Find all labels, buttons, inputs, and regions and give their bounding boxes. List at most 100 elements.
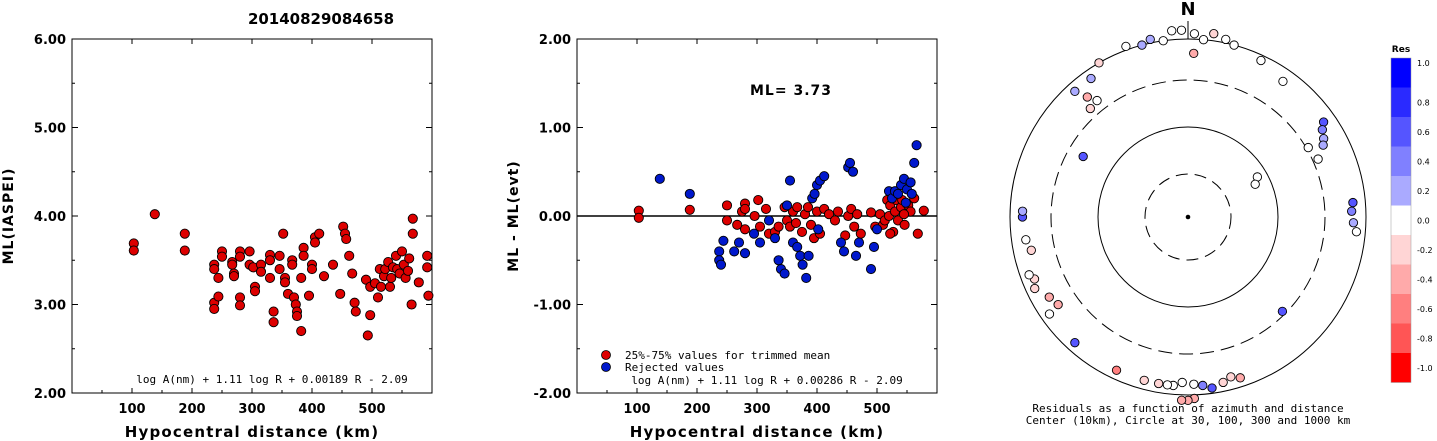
data-point-trimmed — [855, 228, 866, 239]
plot1-x-axis-label: Hypocentral distance (km) — [125, 423, 380, 441]
station-point — [1137, 40, 1147, 50]
station-point — [1250, 179, 1260, 189]
data-point-trimmed — [899, 219, 910, 230]
data-point — [249, 286, 261, 297]
station-point — [1021, 235, 1031, 245]
station-point — [1044, 292, 1054, 302]
data-point-rejected — [748, 228, 760, 239]
station-point — [1030, 283, 1040, 294]
colorbar-frame — [1390, 57, 1412, 383]
station-point — [1278, 76, 1288, 87]
data-point — [350, 306, 361, 317]
station-point — [1070, 338, 1080, 348]
station-point — [1198, 35, 1209, 45]
colorbar-tick-label: -1.0 — [1417, 364, 1433, 373]
station-point — [1085, 103, 1095, 114]
data-point — [386, 272, 397, 284]
data-point-trimmed — [802, 202, 814, 213]
station-point — [1176, 25, 1187, 35]
plot1-y-axis-label: ML(IASPEI) — [1, 168, 17, 265]
ml-annotation: ML= 3.73 — [750, 83, 832, 99]
data-point-trimmed — [721, 215, 733, 226]
station-point — [1092, 95, 1102, 106]
data-point — [365, 310, 376, 321]
station-residual-points — [1017, 25, 1362, 405]
colorbar-tick-label: 0.8 — [1417, 98, 1430, 107]
station-point — [1347, 206, 1357, 216]
panel-azimuth-map: N Residuals as a function of azimuth and… — [1009, 0, 1367, 427]
colorbar-tick-label: 0.2 — [1417, 187, 1430, 196]
station-point — [1086, 73, 1096, 84]
data-point — [264, 272, 276, 284]
colorbar-tick-label: -0.4 — [1417, 275, 1433, 284]
data-point-rejected — [853, 237, 865, 248]
colorbar-swatch — [1391, 58, 1411, 88]
legend-marker-trimmed — [601, 350, 611, 360]
ring-100km — [1097, 126, 1279, 308]
data-point — [423, 290, 434, 301]
data-point-rejected — [871, 224, 883, 235]
plot2-ticks: 100 200 300 400 500 -2.00 -1.00 0.00 1.00 2.00 — [534, 33, 937, 417]
data-point-trimmed — [633, 212, 644, 223]
data-point-rejected — [801, 272, 812, 284]
y-tick-label: -2.00 — [534, 387, 571, 402]
data-point — [314, 228, 325, 239]
data-point-trimmed — [749, 210, 760, 222]
residual-colorbar: Res 1.0 0.8 0.6 0.4 0.2 0.0 -0.2 -0.4 -0.6 -0.8 -1… — [1390, 45, 1433, 383]
data-point-trimmed — [760, 203, 772, 214]
data-point — [209, 303, 220, 314]
data-point-trimmed — [792, 202, 803, 213]
station-point — [1044, 309, 1055, 319]
data-point — [278, 228, 289, 239]
data-point-rejected — [754, 237, 766, 248]
data-point — [344, 250, 355, 261]
data-point-rejected — [792, 241, 803, 253]
station-point — [1189, 379, 1199, 389]
data-point-rejected — [844, 157, 856, 168]
data-point-trimmed — [721, 200, 733, 211]
data-point-rejected — [809, 188, 820, 199]
y-tick-label: 1.00 — [539, 122, 571, 137]
x-tick-label: 200 — [683, 402, 710, 417]
data-point-trimmed — [852, 209, 863, 220]
data-point — [335, 288, 346, 299]
data-point — [327, 259, 339, 270]
station-point — [1318, 140, 1328, 150]
colorbar-swatch — [1391, 323, 1411, 353]
data-point — [268, 317, 279, 328]
ring-30km — [1144, 173, 1232, 261]
data-point — [264, 255, 276, 266]
epicenter-marker — [1185, 214, 1191, 220]
data-point-rejected — [892, 188, 904, 199]
data-point — [349, 297, 360, 308]
data-point — [318, 271, 330, 282]
y-tick-label: 3.00 — [34, 299, 66, 314]
station-point — [1221, 34, 1231, 45]
x-tick-label: 400 — [803, 402, 830, 417]
x-tick-label: 500 — [863, 402, 890, 417]
colorbar-tick-label: 0.6 — [1417, 128, 1430, 137]
legend-label-rejected: Rejected values — [625, 361, 724, 374]
legend-marker-rejected — [601, 362, 611, 372]
data-point-trimmed — [849, 221, 860, 232]
x-tick-label: 300 — [743, 402, 770, 417]
ring-300km — [1050, 79, 1326, 355]
y-tick-label: 2.00 — [539, 33, 571, 48]
plot1-frame — [71, 38, 433, 394]
data-point-trimmed — [753, 195, 764, 206]
data-point-trimmed — [898, 209, 910, 220]
data-point — [268, 306, 279, 317]
station-point — [1351, 227, 1362, 237]
data-point-rejected — [850, 250, 862, 261]
plot2-x-axis-label: Hypocentral distance (km) — [630, 423, 885, 441]
station-point — [1162, 380, 1173, 390]
y-tick-label: 4.00 — [34, 210, 66, 225]
x-tick-label: 200 — [178, 402, 205, 417]
data-point — [303, 290, 315, 301]
plot1-points — [128, 209, 434, 341]
station-point — [1256, 55, 1266, 66]
x-tick-label: 100 — [118, 402, 145, 417]
data-point — [244, 246, 255, 257]
data-point — [347, 268, 358, 279]
